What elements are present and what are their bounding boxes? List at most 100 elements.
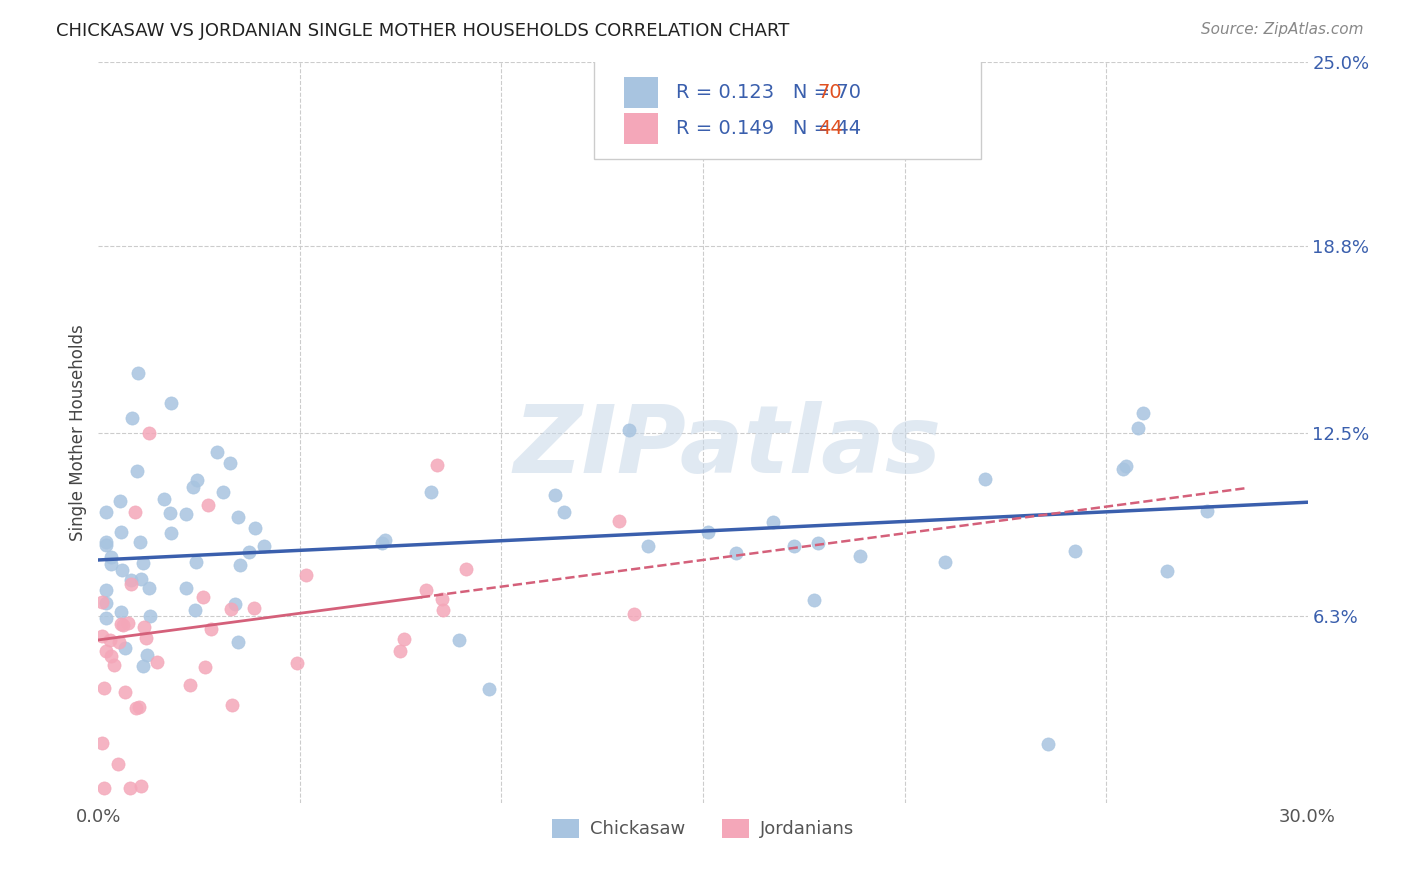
- Text: R = 0.123   N = 70: R = 0.123 N = 70: [676, 83, 862, 102]
- Point: [125, 464, 148, 478]
- Point: [125, 701, 148, 715]
- Point: [934, 556, 956, 570]
- Point: [184, 555, 207, 569]
- Point: [211, 485, 233, 500]
- FancyBboxPatch shape: [595, 59, 981, 159]
- Point: [96, 583, 118, 598]
- Point: [138, 581, 160, 595]
- Point: [1036, 737, 1059, 751]
- Point: [432, 591, 454, 606]
- Point: [449, 633, 471, 648]
- Point: [974, 472, 997, 486]
- Point: [191, 590, 214, 604]
- Point: [243, 600, 266, 615]
- Point: [229, 558, 252, 573]
- Text: 70: 70: [818, 83, 842, 102]
- Point: [96, 538, 118, 552]
- Point: [1115, 459, 1137, 474]
- Point: [159, 506, 181, 520]
- Point: [371, 536, 394, 550]
- Point: [197, 498, 219, 512]
- Point: [181, 480, 204, 494]
- Point: [253, 540, 276, 554]
- Point: [121, 410, 143, 425]
- Point: [107, 756, 129, 771]
- Point: [124, 504, 146, 518]
- Point: [91, 595, 114, 609]
- Point: [849, 549, 872, 564]
- Point: [394, 632, 416, 646]
- Point: [138, 425, 160, 440]
- Point: [160, 526, 183, 541]
- Point: [617, 423, 640, 437]
- Point: [135, 632, 157, 646]
- Point: [132, 659, 155, 673]
- Point: [174, 507, 197, 521]
- Point: [219, 601, 242, 615]
- Point: [120, 573, 142, 587]
- Point: [762, 516, 785, 530]
- Point: [176, 581, 198, 595]
- Point: [110, 524, 132, 539]
- Point: [111, 563, 134, 577]
- Point: [111, 618, 134, 632]
- Point: [96, 505, 118, 519]
- Point: [623, 607, 645, 621]
- Text: ZIPatlas: ZIPatlas: [513, 401, 941, 493]
- Point: [96, 611, 118, 625]
- Point: [118, 780, 141, 795]
- Point: [98, 632, 121, 647]
- FancyBboxPatch shape: [624, 78, 658, 108]
- Point: [221, 698, 243, 713]
- Point: [139, 609, 162, 624]
- Point: [114, 641, 136, 656]
- Point: [108, 634, 131, 648]
- Point: [146, 656, 169, 670]
- Point: [132, 620, 155, 634]
- Point: [184, 602, 207, 616]
- Text: R = 0.149   N = 44: R = 0.149 N = 44: [676, 119, 862, 138]
- Point: [110, 617, 132, 632]
- Point: [91, 629, 114, 643]
- Point: [186, 473, 208, 487]
- Point: [553, 505, 575, 519]
- Text: CHICKASAW VS JORDANIAN SINGLE MOTHER HOUSEHOLDS CORRELATION CHART: CHICKASAW VS JORDANIAN SINGLE MOTHER HOU…: [56, 22, 790, 40]
- Point: [103, 658, 125, 673]
- Point: [226, 635, 249, 649]
- Point: [94, 644, 117, 658]
- Point: [100, 648, 122, 663]
- Point: [120, 577, 142, 591]
- Point: [783, 539, 806, 553]
- Point: [93, 681, 115, 695]
- Y-axis label: Single Mother Households: Single Mother Households: [69, 325, 87, 541]
- Point: [132, 557, 155, 571]
- Legend: Chickasaw, Jordanians: Chickasaw, Jordanians: [546, 812, 860, 846]
- Point: [110, 605, 132, 619]
- Point: [607, 514, 630, 528]
- Point: [91, 736, 114, 750]
- Point: [725, 545, 748, 559]
- Point: [110, 494, 132, 508]
- Point: [374, 533, 396, 548]
- Point: [136, 648, 159, 662]
- Point: [194, 660, 217, 674]
- Point: [295, 568, 318, 582]
- Point: [1112, 462, 1135, 476]
- Point: [114, 685, 136, 699]
- Point: [152, 492, 174, 507]
- Point: [1195, 504, 1218, 518]
- Point: [117, 616, 139, 631]
- Point: [478, 682, 501, 697]
- Point: [426, 458, 449, 472]
- Point: [219, 456, 242, 470]
- Point: [200, 622, 222, 636]
- Point: [389, 644, 412, 658]
- Point: [432, 603, 454, 617]
- Point: [420, 484, 443, 499]
- Point: [96, 596, 118, 610]
- Point: [243, 521, 266, 535]
- Text: Source: ZipAtlas.com: Source: ZipAtlas.com: [1201, 22, 1364, 37]
- Text: 44: 44: [818, 119, 842, 138]
- Point: [100, 549, 122, 564]
- Point: [544, 488, 567, 502]
